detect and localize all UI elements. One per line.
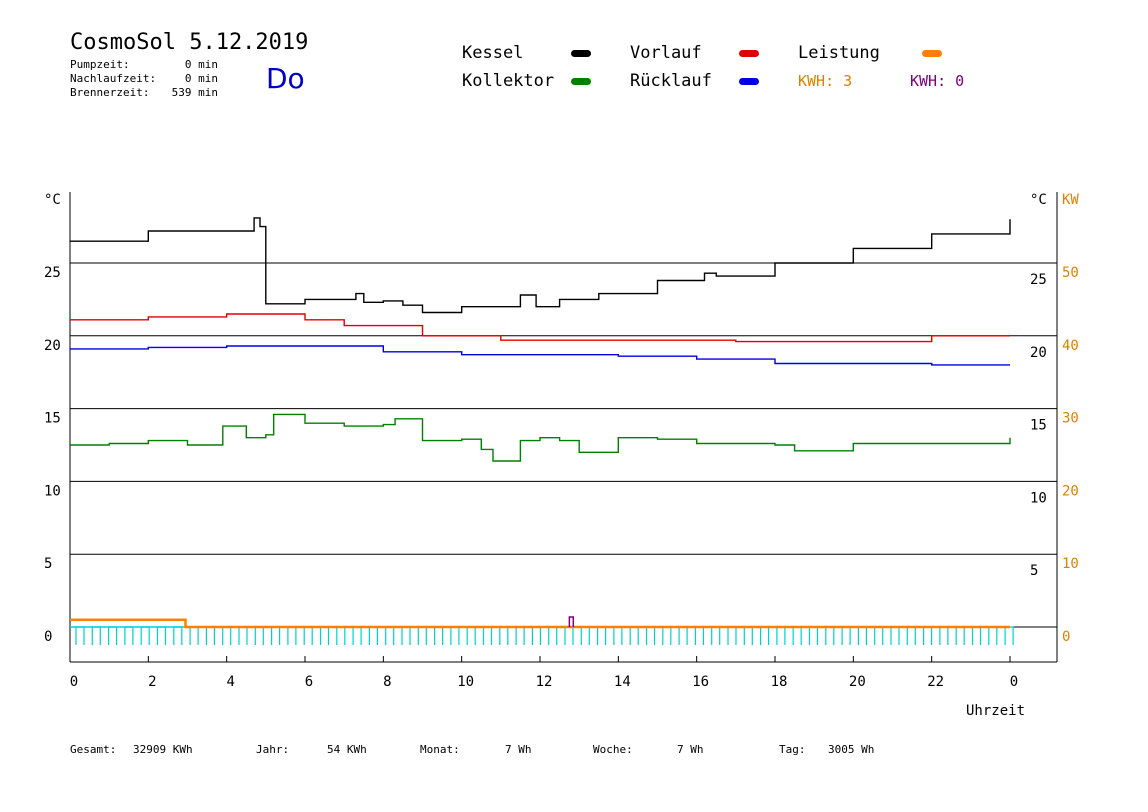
kwh-total-1: KWH: 3 [798,72,853,90]
x-axis-label: Uhrzeit [966,703,1025,719]
y-tick-right-temp-15: 15 [1030,418,1047,434]
legend-ruecklauf-label: Rücklauf [630,71,712,91]
y-tick-right-temp-5: 5 [1030,563,1038,579]
info-pumpzeit-value: 0 min [184,58,218,71]
legend-kollektor-swatch [571,78,591,85]
y-unit-left: °C [44,192,61,208]
footer-monat-label: Monat: [420,743,460,756]
x-tick-label-0: 0 [70,674,78,690]
y-unit-right-power: KW [1062,192,1079,208]
series-line-rcklauf [70,345,1010,366]
legend-vorlauf-label: Vorlauf [630,43,702,63]
x-tick-label-10: 20 [849,674,866,690]
info-pumpzeit-label: Pumpzeit: [70,58,130,71]
legend-leistung-swatch [922,50,942,57]
y-tick-left-20: 20 [44,338,61,354]
y-tick-left-5: 5 [44,556,52,572]
page-title: CosmoSol 5.12.2019 [70,30,309,55]
info-brennerzeit-label: Brennerzeit: [70,86,150,99]
weekday-label: Do [266,62,305,95]
y-tick-right-power-50: 50 [1062,265,1079,281]
footer-jahr-label: Jahr: [256,743,290,756]
kwh-total-2: KWH: 0 [910,72,965,90]
info-brennerzeit-value: 539 min [171,86,218,99]
footer-tag-value: 3005 Wh [828,743,875,756]
x-tick-label-12: 0 [1010,674,1018,690]
x-tick-label-2: 4 [226,674,234,690]
x-tick-label-8: 16 [692,674,709,690]
footer-monat-value: 7 Wh [505,743,532,756]
x-tick-label-5: 10 [457,674,474,690]
series-line-kessel [70,217,1011,314]
solar-power-spike [568,616,575,627]
footer-gesamt-value: 32909 KWh [133,743,193,756]
footer-woche-label: Woche: [593,743,633,756]
pump-activity-pulses [75,626,1014,645]
y-tick-right-temp-25: 25 [1030,272,1047,288]
y-tick-right-temp-20: 20 [1030,345,1047,361]
legend-ruecklauf-swatch [739,78,759,85]
y-tick-right-power-30: 30 [1062,411,1079,427]
y-tick-left-25: 25 [44,265,61,281]
legend-kessel-swatch [571,50,591,57]
y-tick-left-0: 0 [44,629,52,645]
y-tick-left-10: 10 [44,483,61,499]
x-tick-label-6: 12 [536,674,553,690]
footer-gesamt-label: Gesamt: [70,743,117,756]
y-tick-left-15: 15 [44,411,61,427]
x-tick-label-11: 22 [927,674,944,690]
x-tick-label-4: 8 [383,674,391,690]
series-line-kollektor [70,413,1011,462]
x-tick-label-3: 6 [305,674,313,690]
info-nachlaufzeit-label: Nachlaufzeit: [70,72,157,85]
legend-kessel-label: Kessel [462,43,524,63]
info-nachlaufzeit-value: 0 min [184,72,218,85]
footer-jahr-value: 54 KWh [327,743,367,756]
legend-leistung-label: Leistung [798,43,880,63]
y-tick-right-power-20: 20 [1062,483,1079,499]
footer-woche-value: 7 Wh [677,743,704,756]
series-line-vorlauf [70,313,1010,343]
y-tick-right-temp-10: 10 [1030,490,1047,506]
y-unit-right-temp: °C [1030,192,1047,208]
x-tick-label-1: 2 [148,674,156,690]
footer-tag-label: Tag: [779,743,806,756]
legend-vorlauf-swatch [739,50,759,57]
legend-kollektor-label: Kollektor [462,71,555,91]
y-tick-right-power-40: 40 [1062,338,1079,354]
x-tick-label-7: 14 [614,674,631,690]
y-tick-right-power-10: 10 [1062,556,1079,572]
x-tick-label-9: 18 [771,674,788,690]
y-tick-right-power-0: 0 [1062,629,1070,645]
series-line-leistung [70,618,1010,629]
